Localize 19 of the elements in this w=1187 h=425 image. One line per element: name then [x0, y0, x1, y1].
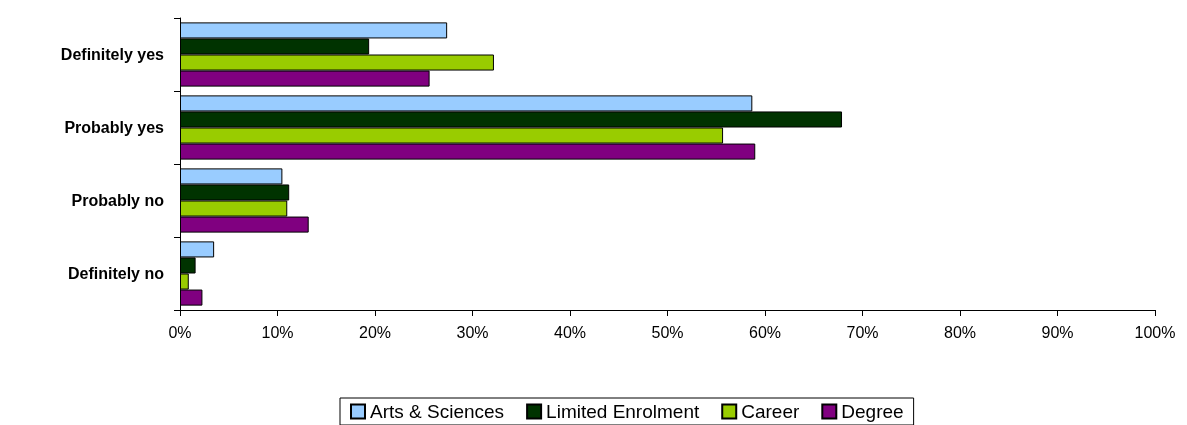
y-tick-label: Definitely no — [67, 265, 165, 282]
x-tick-label: 20% — [358, 323, 392, 341]
y-tick-label: Probably yes — [64, 119, 165, 136]
legend-label: Career — [741, 401, 800, 422]
legend-label: Arts & Sciences — [370, 401, 505, 422]
x-tick-label: 40% — [553, 323, 587, 341]
x-tick-label: 90% — [1041, 323, 1074, 341]
x-tick-label: 80% — [943, 323, 977, 341]
x-tick-label: 100% — [1134, 323, 1176, 341]
x-tick-label: 0% — [168, 323, 192, 341]
y-tick-label: Probably no — [71, 192, 165, 209]
legend-label: Limited Enrolment — [546, 401, 700, 422]
legend-label: Degree — [841, 401, 904, 422]
x-tick-label: 30% — [456, 323, 489, 341]
x-tick-label: 10% — [261, 323, 294, 341]
x-tick-label: 50% — [651, 323, 684, 341]
x-tick-label: 70% — [846, 323, 879, 341]
y-tick-label: Definitely yes — [60, 46, 165, 63]
x-tick-label: 60% — [748, 323, 782, 341]
